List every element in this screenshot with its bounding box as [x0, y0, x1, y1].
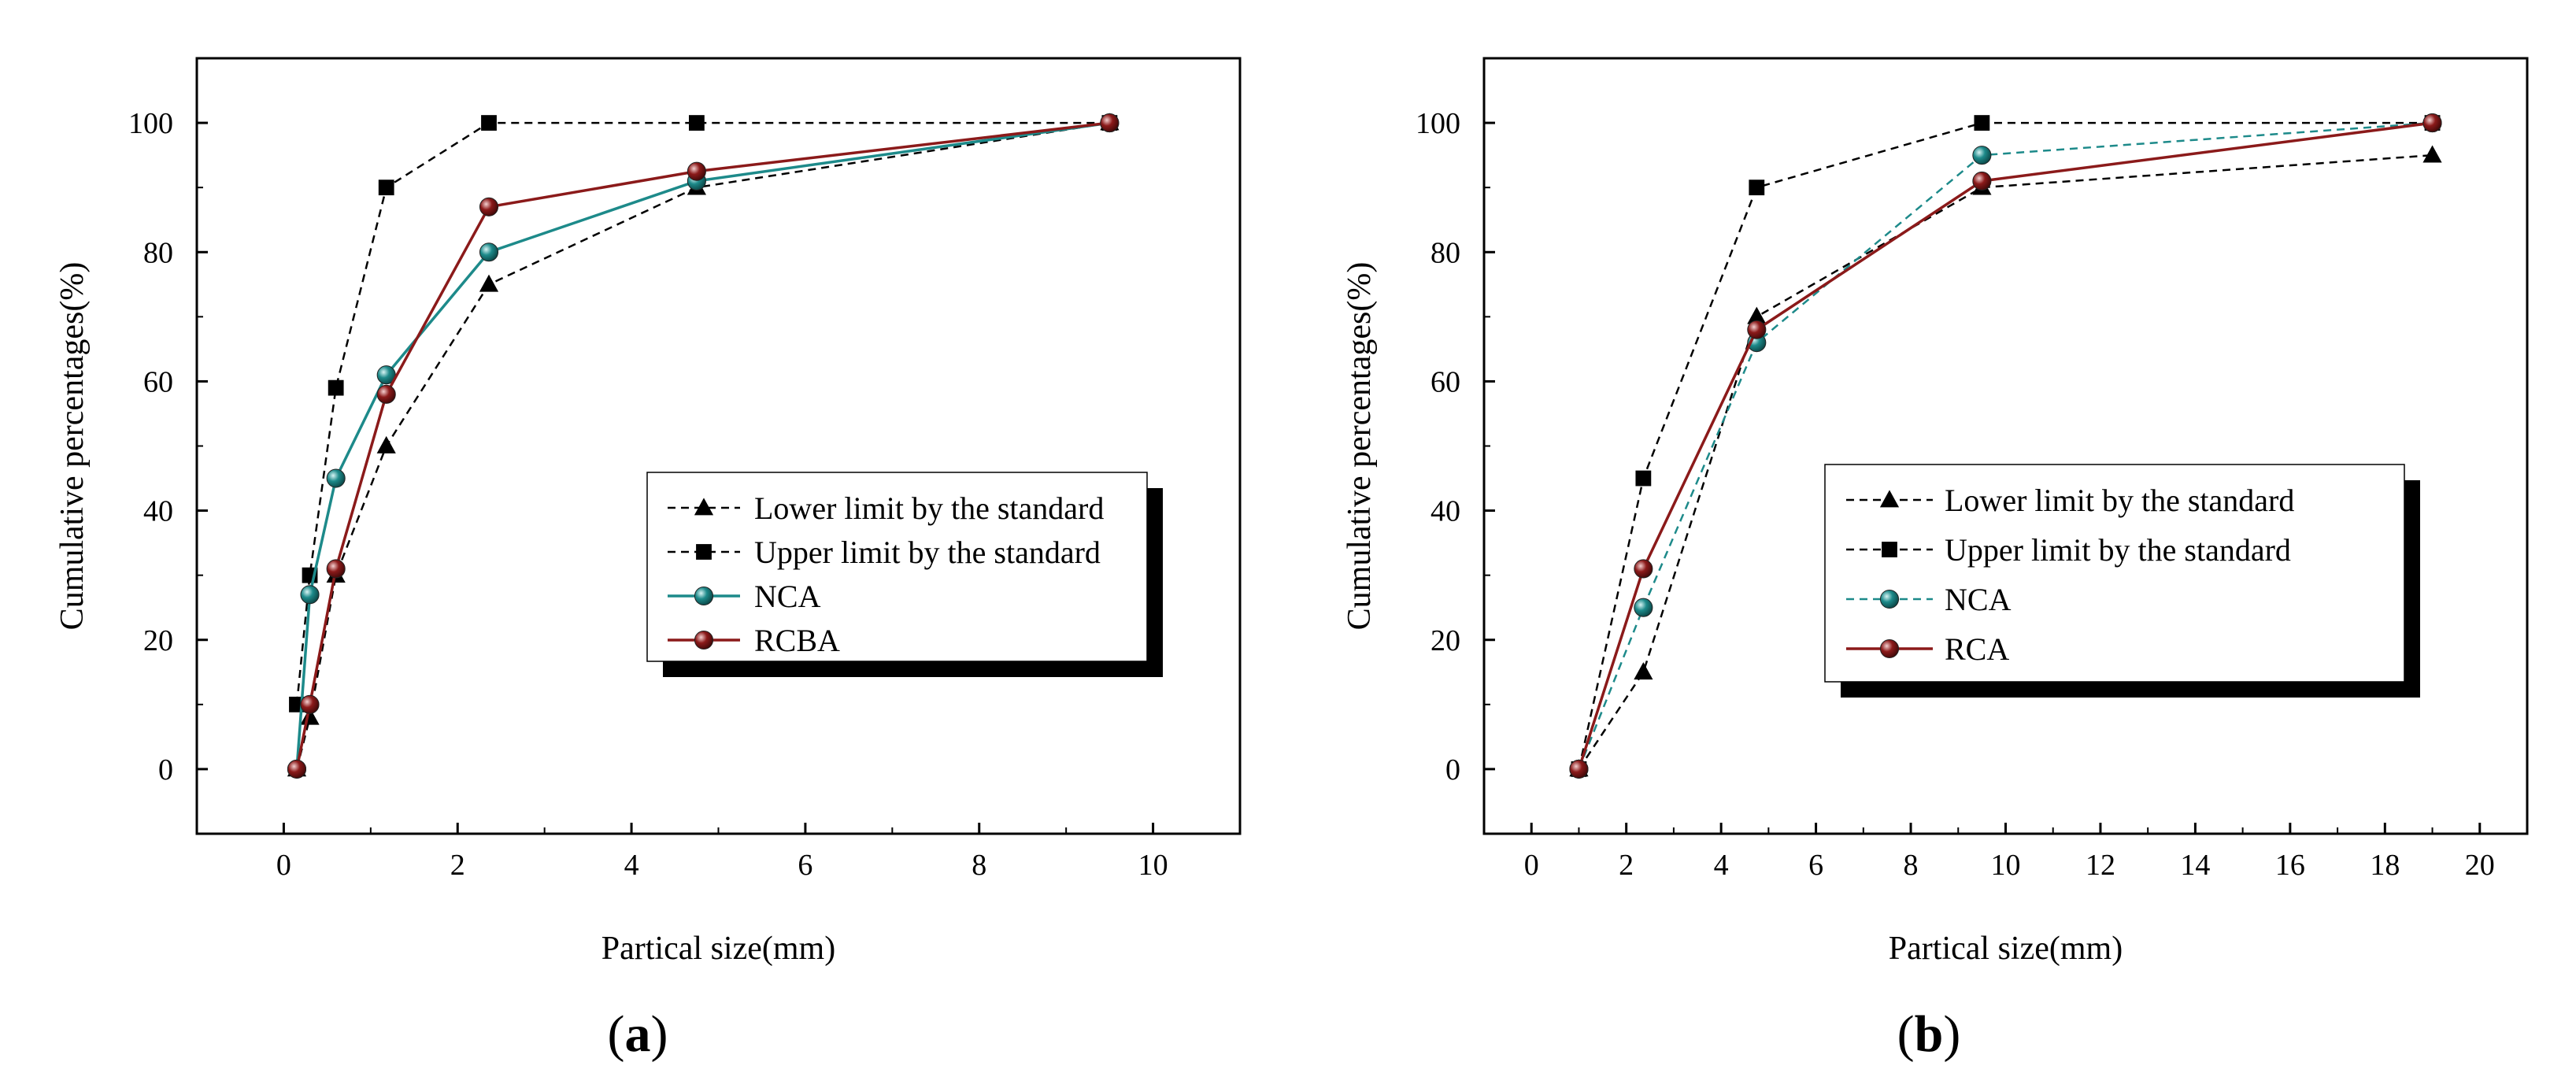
data-point	[328, 379, 344, 396]
x-tick-label: 10	[1138, 849, 1168, 882]
legend-marker	[1879, 638, 1900, 659]
legend-marker	[694, 586, 714, 606]
x-axis-title: Partical size(mm)	[1889, 931, 2123, 967]
data-point	[1974, 115, 1990, 131]
y-axis-title: Cumulative percentages(%)	[54, 262, 91, 631]
data-point	[1635, 470, 1652, 487]
x-tick-label: 0	[1524, 849, 1539, 882]
chart-panel-b: 0 2 4 6 8 10 12 14 16 18 20 0 20 40 60 80 100 Partical si…	[1342, 57, 2529, 1063]
legend-box	[1824, 464, 2405, 683]
plot-frame	[195, 57, 1242, 835]
legend-label: RCA	[1945, 631, 2009, 667]
x-tick-label: 4	[624, 849, 639, 882]
x-tick-label: 6	[798, 849, 812, 882]
x-axis-title: Partical size(mm)	[601, 931, 835, 967]
legend-label: Upper limit by the standard	[754, 535, 1101, 570]
data-point	[1972, 171, 1992, 191]
x-tick-label: 4	[1714, 849, 1729, 882]
data-point	[1747, 320, 1767, 339]
data-point	[376, 384, 396, 404]
y-tick-label: 20	[143, 624, 173, 657]
legend-label: Upper limit by the standard	[1945, 532, 2291, 568]
data-point	[1634, 662, 1653, 680]
series-nca	[287, 113, 1120, 779]
data-point	[687, 161, 706, 181]
y-tick-label: 0	[1445, 753, 1460, 786]
panel-label-letter: a	[625, 1005, 651, 1063]
data-point	[1634, 559, 1653, 579]
legend-marker	[1879, 589, 1900, 609]
y-axis-title: Cumulative percentages(%)	[1342, 262, 1378, 631]
x-tick-label: 20	[2465, 849, 2495, 882]
panel-label-close: )	[1943, 1005, 1960, 1063]
legend-label: NCA	[754, 579, 821, 614]
x-tick-label: 8	[1904, 849, 1919, 882]
legend-label: NCA	[1945, 582, 2012, 617]
y-tick-label: 80	[1430, 236, 1460, 269]
legend-label: Lower limit by the standard	[754, 490, 1104, 526]
x-tick-label: 2	[1619, 849, 1634, 882]
x-tick-label: 14	[2180, 849, 2210, 882]
legend-marker	[694, 630, 714, 650]
panel-label-open: (	[608, 1005, 625, 1063]
data-point	[287, 759, 307, 779]
series-rcba	[287, 113, 1120, 779]
data-point	[479, 197, 499, 217]
data-point	[1749, 180, 1765, 196]
data-point	[378, 180, 394, 196]
legend-box	[646, 472, 1148, 662]
data-point	[300, 694, 320, 714]
x-tick-label: 2	[450, 849, 465, 882]
data-point	[1747, 306, 1767, 324]
y-tick-label: 0	[158, 753, 173, 786]
data-point	[1100, 113, 1120, 133]
data-point	[481, 115, 497, 131]
y-tick-label: 40	[1430, 495, 1460, 528]
data-point	[1972, 146, 1992, 165]
y-tick-label: 80	[143, 236, 173, 269]
series-rca	[1569, 113, 2442, 779]
legend-label: Lower limit by the standard	[1945, 483, 2294, 518]
legend: Lower limit by the standard Upper limit b…	[646, 472, 1163, 677]
y-tick-label: 20	[1430, 624, 1460, 657]
x-tick-label: 10	[1991, 849, 2021, 882]
y-tick-label: 60	[143, 365, 173, 398]
legend: Lower limit by the standard Upper limit b…	[1824, 464, 2420, 698]
data-point	[1569, 759, 1589, 779]
x-tick-label: 16	[2275, 849, 2305, 882]
plot-frame	[1482, 57, 2529, 835]
data-point	[479, 274, 499, 292]
y-tick-label: 60	[1430, 365, 1460, 398]
panel-label-open: (	[1897, 1005, 1915, 1063]
y-tick-label: 100	[128, 107, 173, 140]
y-tick-label: 40	[143, 495, 173, 528]
data-point	[479, 242, 499, 262]
data-point	[688, 115, 705, 131]
legend-marker	[694, 498, 714, 516]
data-point	[326, 559, 346, 579]
panel-label-letter: b	[1915, 1005, 1944, 1063]
data-point	[300, 707, 320, 725]
x-tick-label: 18	[2370, 849, 2400, 882]
data-point	[2422, 145, 2442, 163]
data-point	[326, 468, 346, 488]
data-point	[376, 435, 396, 453]
legend-label: RCBA	[754, 623, 840, 658]
x-tick-label: 0	[276, 849, 291, 882]
data-point	[300, 585, 320, 605]
legend-marker	[1879, 490, 1900, 508]
data-point	[1634, 598, 1653, 617]
panel-label: (a)	[608, 1005, 668, 1063]
x-tick-label: 6	[1808, 849, 1823, 882]
legend-marker	[696, 544, 712, 560]
data-point	[2422, 113, 2442, 133]
x-tick-label: 8	[972, 849, 986, 882]
legend-marker	[1882, 542, 1897, 557]
y-tick-label: 100	[1416, 107, 1460, 140]
panel-label-close: )	[651, 1005, 668, 1063]
panel-label: (b)	[1897, 1005, 1961, 1063]
x-tick-label: 12	[2086, 849, 2115, 882]
